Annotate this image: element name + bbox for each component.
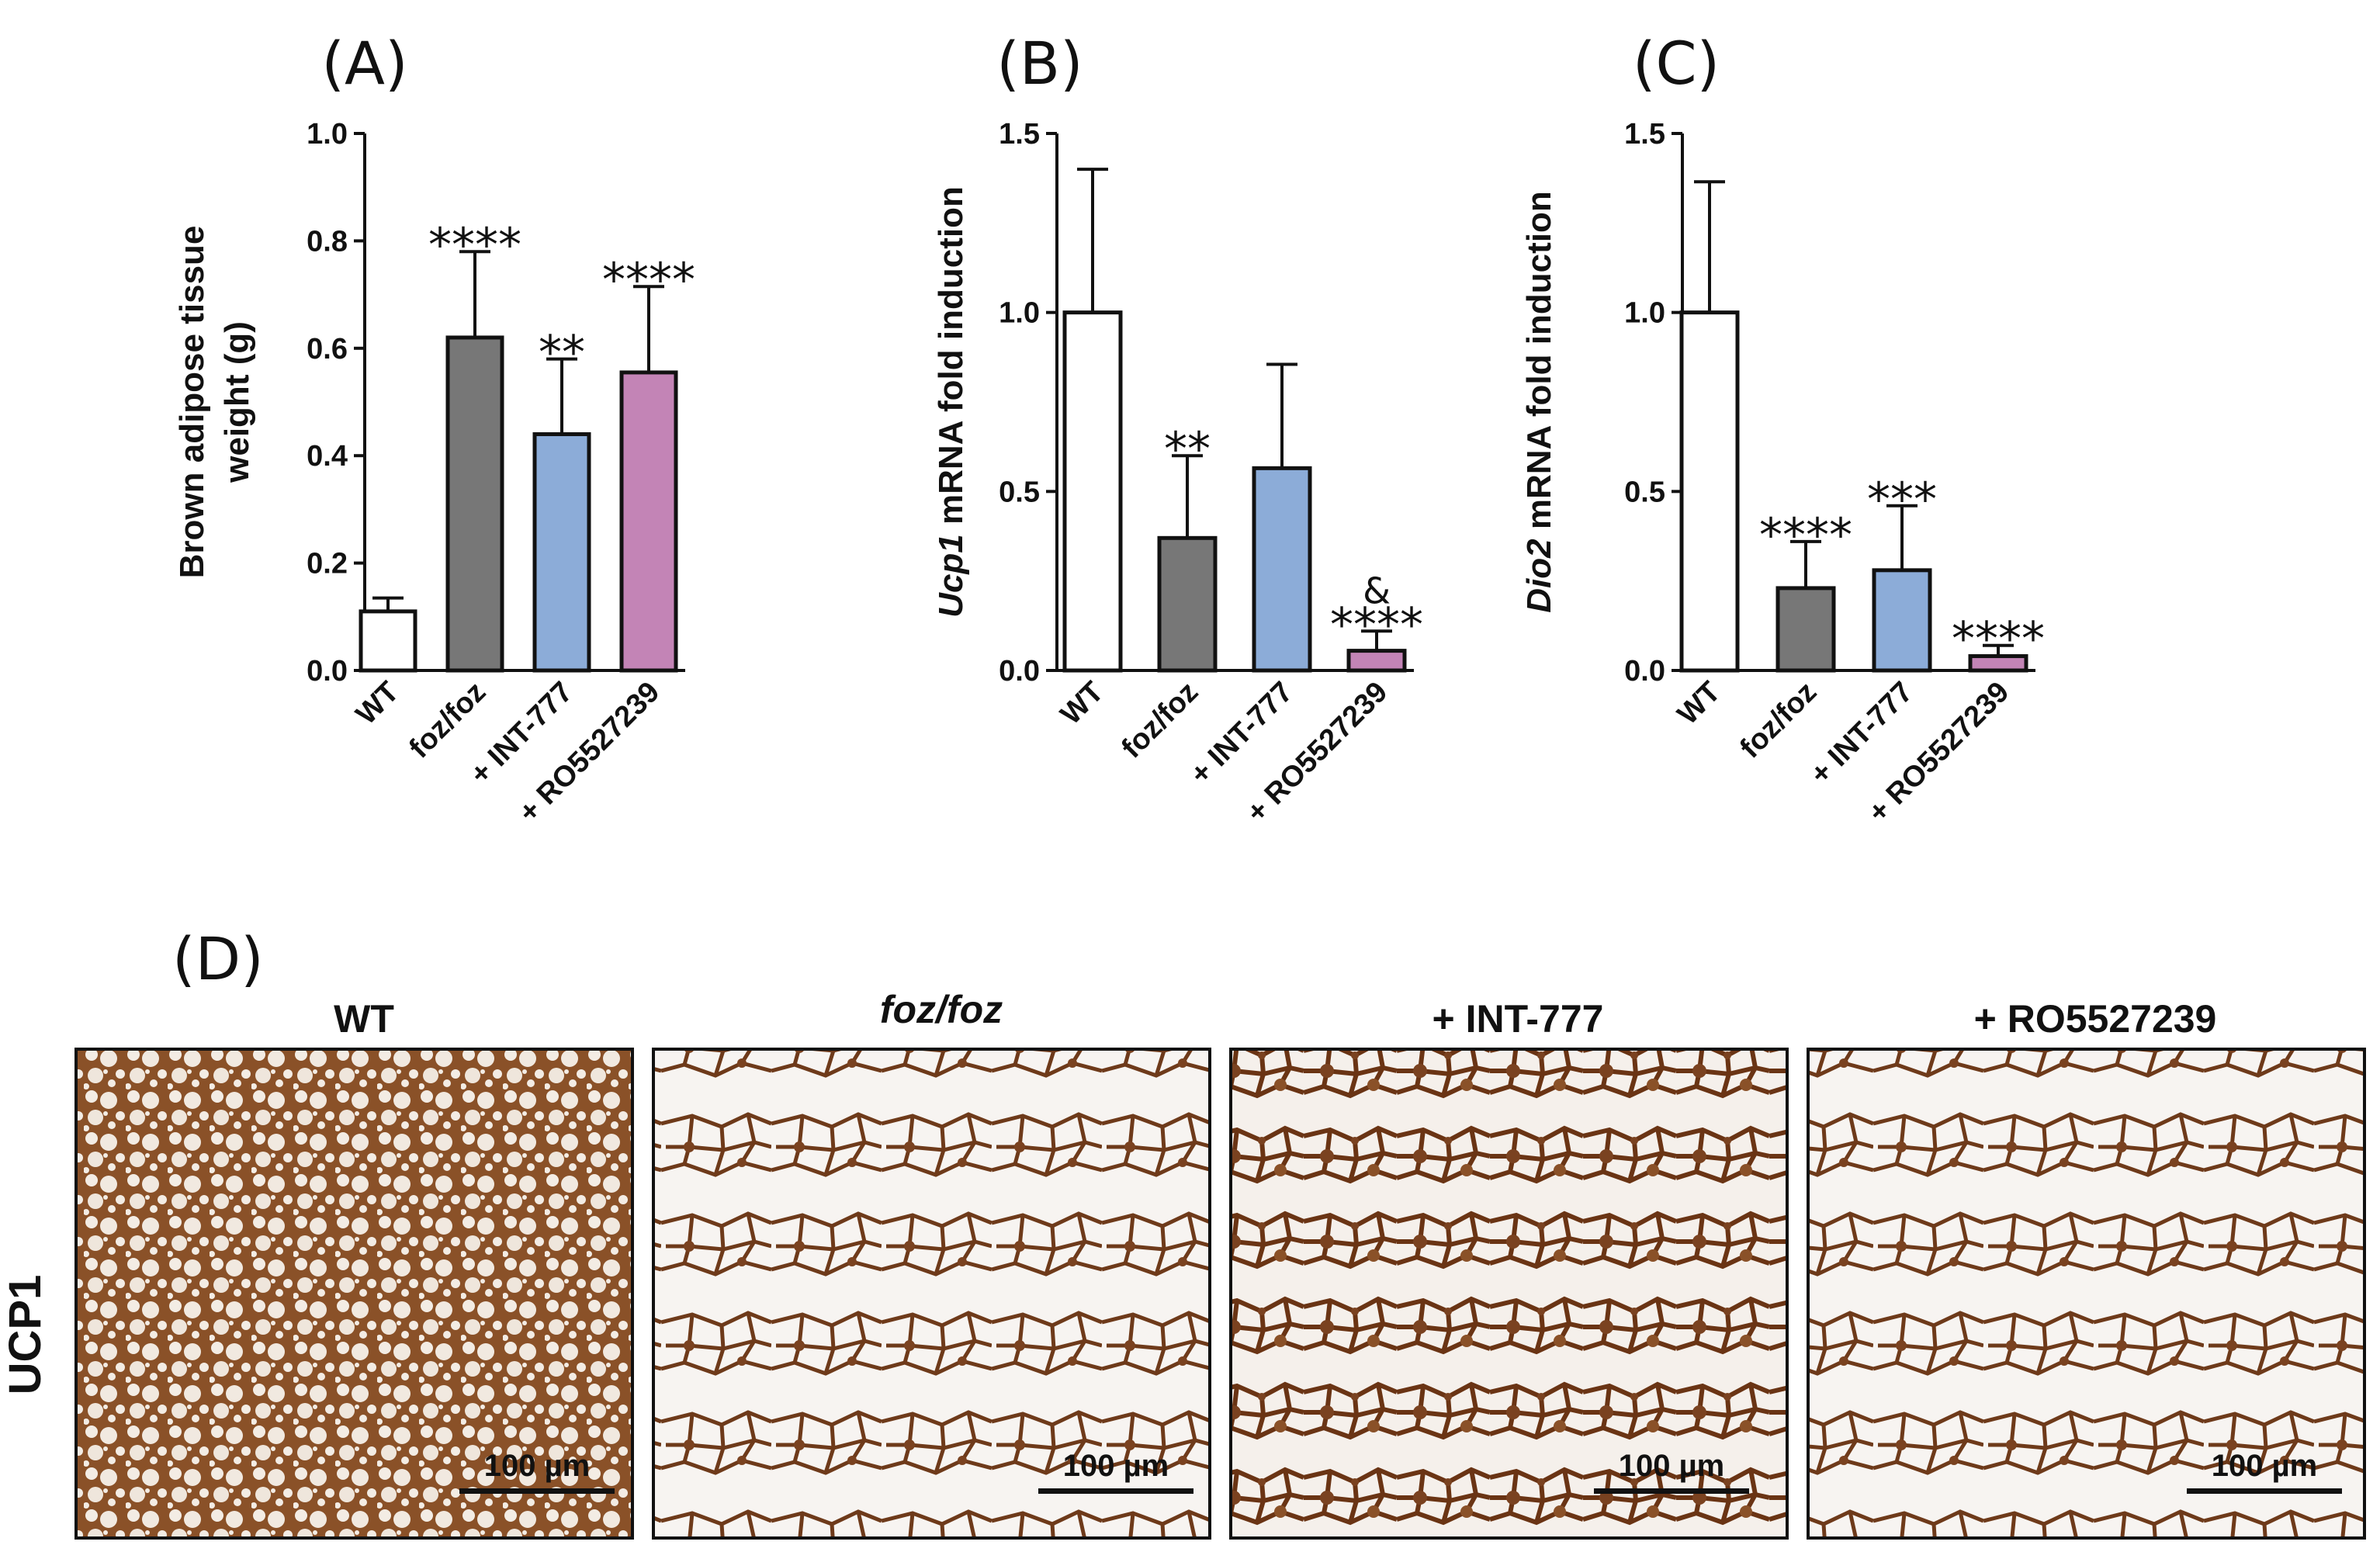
x-tick-label: WT bbox=[1672, 676, 1727, 731]
y-axis-label: Dio2 mRNA fold induction bbox=[1520, 191, 1558, 612]
y-tick-label: 0.0 bbox=[1624, 655, 1665, 688]
bar-ro5527239 bbox=[1968, 654, 2028, 673]
panel-label-d: (D) bbox=[172, 924, 264, 993]
scale-bar bbox=[1594, 1488, 1749, 1494]
significance-label: *** bbox=[1867, 473, 1937, 527]
micrograph-wt: 100 µm bbox=[74, 1048, 634, 1540]
y-tick-label: 1.5 bbox=[1624, 118, 1665, 151]
bar-wt bbox=[1679, 310, 1740, 673]
y-tick-label: 0.0 bbox=[999, 655, 1040, 688]
significance-label: **** bbox=[428, 218, 521, 272]
scale-bar-label: 100 µm bbox=[2212, 1449, 2317, 1483]
bar-ro5527239 bbox=[619, 370, 678, 673]
y-tick-label: 0.0 bbox=[307, 655, 348, 688]
y-tick-label: 1.0 bbox=[999, 297, 1040, 330]
x-tick-label: foz/foz bbox=[1734, 676, 1824, 765]
bar-wt bbox=[359, 609, 417, 673]
x-tick-label: WT bbox=[1055, 676, 1110, 731]
significance-label-amp: & bbox=[1363, 570, 1391, 611]
micrograph-int-777: 100 µm bbox=[1229, 1048, 1789, 1540]
y-axis-label-text: mRNA fold induction bbox=[932, 186, 970, 534]
bar-foz-foz bbox=[445, 335, 504, 673]
panel-label: (B) bbox=[996, 29, 1083, 98]
significance-label: **** bbox=[1759, 508, 1852, 563]
y-axis-label-text: mRNA fold induction bbox=[1520, 191, 1558, 539]
significance-label: **** bbox=[1952, 612, 2045, 667]
bar-wt bbox=[1062, 310, 1123, 673]
y-tick-label: 0.8 bbox=[307, 225, 348, 258]
significance-label: ** bbox=[1164, 422, 1211, 476]
y-axis-label-gene: Ucp1 bbox=[932, 534, 970, 618]
panel-d: (D) UCP1 WT foz/foz + INT-777 + RO552723… bbox=[0, 924, 2366, 1540]
y-tick-label: 1.0 bbox=[307, 118, 348, 151]
y-tick-label: 0.6 bbox=[307, 333, 348, 365]
x-tick-label: foz/foz bbox=[404, 676, 493, 765]
chart-a: (A) 0.0 0.2 0.4 0.6 0.8 1.0 Brown adipose tissu… bbox=[173, 29, 695, 829]
y-axis-label: weight (g) bbox=[218, 321, 256, 483]
x-tick-label: foz/foz bbox=[1116, 676, 1205, 765]
significance-label: **** bbox=[1330, 598, 1423, 652]
scale-bar bbox=[1038, 1488, 1193, 1494]
bar-int-777 bbox=[1252, 466, 1312, 673]
bar-foz-foz bbox=[1157, 535, 1218, 673]
micrograph-ro5527239: 100 µm bbox=[1807, 1048, 2366, 1540]
bar-int-777 bbox=[532, 432, 591, 673]
y-axis-label-gene: Dio2 bbox=[1520, 539, 1558, 613]
significance-label: **** bbox=[602, 253, 695, 307]
scale-bar-label: 100 µm bbox=[1063, 1449, 1169, 1483]
y-axis-label: Ucp1 mRNA fold induction bbox=[932, 186, 970, 618]
significance-label: ** bbox=[539, 326, 585, 380]
y-tick-label: 0.5 bbox=[999, 476, 1040, 508]
chart-b: (B) 0.0 0.5 1.0 1.5 Ucp1 mRNA fold induction W… bbox=[932, 29, 1423, 829]
panel-label: (A) bbox=[321, 29, 407, 98]
micrograph-title-foz-foz: foz/foz bbox=[880, 988, 1003, 1031]
y-tick-label: 1.0 bbox=[1624, 297, 1665, 330]
scale-bar bbox=[459, 1488, 615, 1494]
y-axis-label: Brown adipose tissue bbox=[173, 226, 211, 579]
bar-foz-foz bbox=[1775, 586, 1836, 673]
scale-bar-label: 100 µm bbox=[1619, 1449, 1724, 1483]
micrograph-foz-foz: 100 µm bbox=[652, 1048, 1211, 1540]
y-tick-label: 1.5 bbox=[999, 118, 1040, 151]
y-tick-label: 0.2 bbox=[307, 548, 348, 580]
scale-bar-label: 100 µm bbox=[484, 1449, 590, 1483]
y-tick-label: 0.4 bbox=[307, 440, 348, 473]
chart-c: (C) 0.0 0.5 1.0 1.5 Dio2 mRNA fold induction W… bbox=[1520, 29, 2045, 829]
micrograph-title-ro5527239: + RO5527239 bbox=[1974, 997, 2217, 1041]
x-tick-label: WT bbox=[350, 676, 405, 731]
bar-int-777 bbox=[1872, 568, 1932, 673]
scale-bar bbox=[2187, 1488, 2342, 1494]
panel-label: (C) bbox=[1633, 29, 1720, 98]
row-label-ucp1: UCP1 bbox=[0, 1275, 50, 1395]
y-tick-label: 0.5 bbox=[1624, 476, 1665, 508]
micrograph-title-int-777: + INT-777 bbox=[1433, 997, 1604, 1041]
micrograph-title-wt: WT bbox=[334, 997, 394, 1041]
bar-ro5527239 bbox=[1346, 649, 1407, 673]
